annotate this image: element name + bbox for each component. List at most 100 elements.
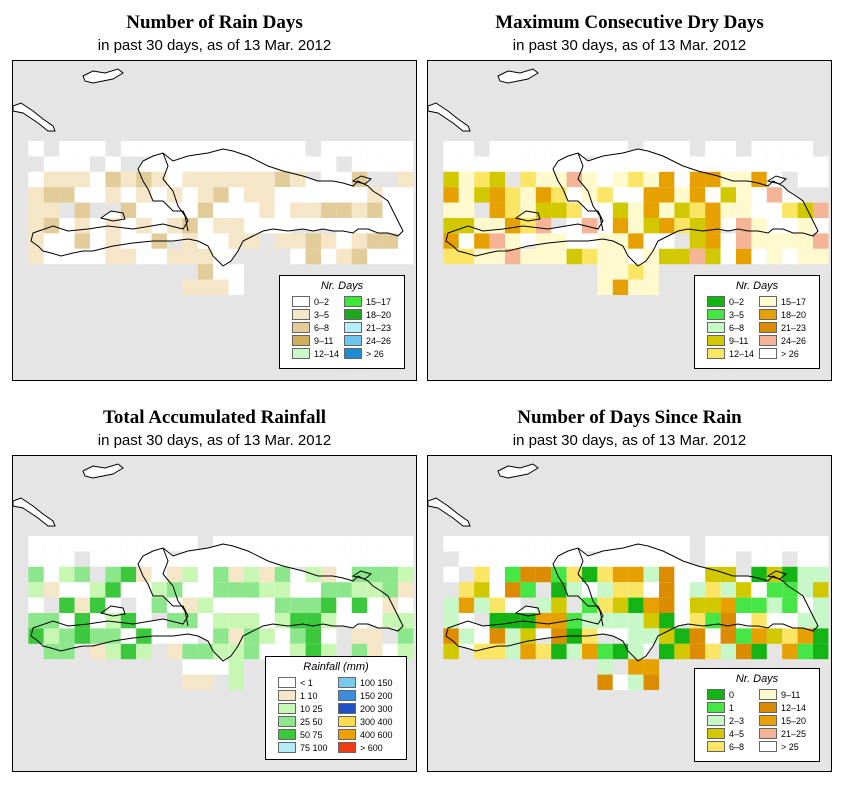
grid-cell <box>213 613 229 629</box>
legend-item: 300 400 <box>338 716 398 728</box>
grid-cell <box>382 613 398 629</box>
legend-swatch <box>338 729 356 740</box>
grid-cell <box>336 551 352 567</box>
grid-cell <box>751 643 767 660</box>
grid-cell <box>736 582 752 598</box>
grid-cell <box>351 187 368 203</box>
grid-cell <box>382 233 398 249</box>
grid-cell <box>290 613 306 629</box>
grid-cell <box>597 597 613 613</box>
grid-cell <box>813 202 829 218</box>
grid-cell <box>382 156 398 172</box>
grid-cell <box>398 582 414 598</box>
grid-cell <box>705 536 721 552</box>
grid-cell <box>612 171 629 188</box>
grid-cell <box>566 202 582 218</box>
grid-cell <box>766 628 783 644</box>
grid-cell <box>213 156 229 172</box>
grid-cell <box>551 628 567 644</box>
grid-cell <box>244 536 260 552</box>
grid-cell <box>736 643 752 660</box>
grid-cell <box>720 613 736 629</box>
grid-cell <box>28 248 44 265</box>
grid-cell <box>244 233 260 249</box>
grid-cell <box>566 248 582 265</box>
legend-label: 21–25 <box>781 729 807 739</box>
grid-cell <box>597 171 613 188</box>
grid-cell <box>597 659 613 675</box>
island-coastline <box>514 210 541 222</box>
island-coastline <box>497 463 539 479</box>
legend-swatch <box>292 335 310 346</box>
grid-cell <box>197 156 214 172</box>
grid-cell <box>367 141 383 157</box>
grid-cell <box>167 566 183 583</box>
grid-cell <box>367 643 383 660</box>
grid-cell <box>766 218 783 234</box>
grid-cell <box>321 582 337 598</box>
island-coastline <box>766 175 788 185</box>
legend-item: 21–23 <box>344 322 396 334</box>
grid-cell <box>659 202 675 218</box>
panel-total-rain: Total Accumulated Rainfall in past 30 da… <box>12 395 417 780</box>
grid-cell <box>228 171 244 188</box>
legend-label: 15–20 <box>781 716 807 726</box>
legend: Nr. Days 0 1 2–3 4–5 6–8 9–11 12–14 15–20 21–25 >… <box>694 668 820 762</box>
grid-cell <box>197 613 214 629</box>
grid-cell <box>751 582 767 598</box>
legend-swatch <box>759 728 777 739</box>
grid-cell <box>274 551 291 567</box>
grid-cell <box>597 156 613 172</box>
grid-cell <box>443 187 459 203</box>
grid-cell <box>197 551 214 567</box>
legend-label: 6–8 <box>729 742 745 752</box>
map-svg <box>13 68 414 295</box>
grid-cell <box>674 141 690 157</box>
grid-cell <box>597 536 613 552</box>
grid-cell <box>321 597 337 613</box>
map-total-rain: Rainfall (mm) < 1 1 10 10 25 25 50 50 75 75 1… <box>12 455 417 772</box>
grid-cell <box>367 218 383 234</box>
legend-swatch <box>292 322 310 333</box>
panel-title: Total Accumulated Rainfall <box>102 407 327 428</box>
grid-cell <box>643 597 659 613</box>
grid-cell <box>305 582 321 598</box>
grid-cell <box>367 582 383 598</box>
grid-cell <box>720 202 736 218</box>
grid-cell <box>720 643 736 660</box>
grid-cell <box>120 566 137 583</box>
grid-cell <box>520 141 536 157</box>
grid-cell <box>458 171 475 188</box>
panel-title: Number of Rain Days <box>126 12 303 33</box>
grid-cell <box>228 156 244 172</box>
legend: Nr. Days 0–2 3–5 6–8 9–11 12–14 15–17 18–20 21–… <box>279 275 405 369</box>
grid-cell <box>167 141 183 157</box>
grid-cell <box>213 264 229 280</box>
grid-cell <box>151 171 167 188</box>
legend-label: 25 50 <box>300 717 323 727</box>
grid-cell <box>398 536 414 552</box>
grid-cell <box>43 156 60 172</box>
grid-cell <box>290 582 306 598</box>
grid-cell <box>643 613 659 629</box>
grid-cell <box>659 233 675 249</box>
grid-cell <box>505 156 521 172</box>
legend-item: 24–26 <box>759 335 811 347</box>
grid-cell <box>520 187 536 203</box>
grid-cell <box>674 628 690 644</box>
legend-item: 6–8 <box>707 741 759 753</box>
grid-cell <box>720 536 736 552</box>
legend-label: 0–2 <box>729 297 745 307</box>
grid-cell <box>105 551 121 567</box>
grid-cell <box>43 187 60 203</box>
grid-cell <box>151 202 167 218</box>
grid-cell <box>597 279 613 295</box>
grid-cell <box>705 202 721 218</box>
grid-cell <box>674 187 690 203</box>
legend-label: 12–14 <box>729 349 755 359</box>
grid-cell <box>28 202 44 218</box>
grid-cell <box>489 613 505 629</box>
island-coastline <box>351 175 373 185</box>
grid-cell <box>659 613 675 629</box>
grid-cell <box>597 582 613 598</box>
